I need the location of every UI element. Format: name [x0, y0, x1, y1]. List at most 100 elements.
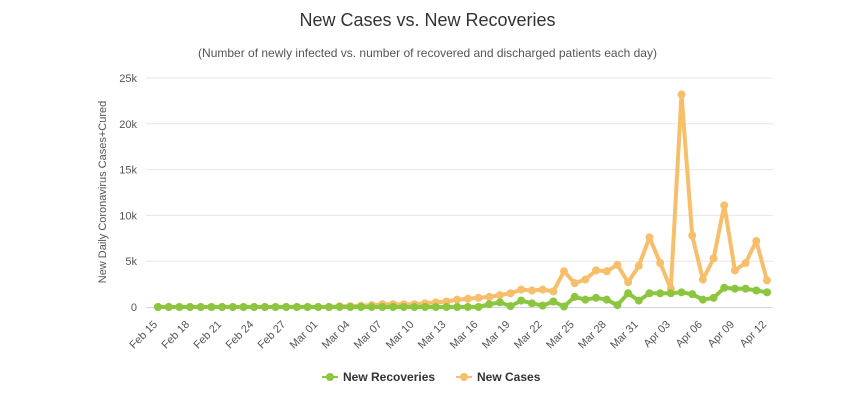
x-tick-label: Mar 04: [320, 319, 353, 352]
data-point-new-recoveries[interactable]: [303, 303, 312, 311]
data-point-new-cases[interactable]: [506, 289, 515, 298]
data-point-new-recoveries[interactable]: [175, 303, 184, 311]
series-layer: [154, 90, 771, 311]
data-point-new-cases[interactable]: [485, 292, 494, 301]
data-point-new-recoveries[interactable]: [357, 303, 365, 311]
data-point-new-cases[interactable]: [624, 278, 633, 287]
data-point-new-recoveries[interactable]: [367, 303, 376, 311]
data-point-new-cases[interactable]: [495, 291, 504, 300]
data-point-new-recoveries[interactable]: [250, 303, 259, 311]
data-point-new-recoveries[interactable]: [378, 303, 387, 311]
data-point-new-recoveries[interactable]: [720, 283, 729, 292]
data-point-new-recoveries[interactable]: [292, 303, 301, 311]
data-point-new-recoveries[interactable]: [207, 303, 216, 311]
data-point-new-recoveries[interactable]: [335, 303, 344, 311]
data-point-new-recoveries[interactable]: [538, 301, 547, 310]
data-point-new-cases[interactable]: [549, 287, 558, 296]
legend-item-new-recoveries[interactable]: New Recoveries: [322, 370, 435, 384]
data-point-new-cases[interactable]: [688, 231, 697, 240]
data-point-new-recoveries[interactable]: [592, 293, 601, 302]
data-point-new-cases[interactable]: [645, 233, 654, 242]
data-point-new-recoveries[interactable]: [527, 299, 536, 308]
data-point-new-recoveries[interactable]: [164, 303, 173, 311]
data-point-new-recoveries[interactable]: [282, 303, 291, 311]
data-point-new-recoveries[interactable]: [218, 303, 227, 311]
data-point-new-recoveries[interactable]: [271, 303, 280, 311]
data-point-new-recoveries[interactable]: [763, 288, 771, 297]
data-point-new-recoveries[interactable]: [730, 284, 739, 293]
data-point-new-recoveries[interactable]: [495, 298, 504, 307]
data-point-new-cases[interactable]: [527, 286, 536, 295]
data-point-new-recoveries[interactable]: [186, 303, 195, 311]
data-point-new-recoveries[interactable]: [645, 289, 654, 298]
data-point-new-recoveries[interactable]: [410, 303, 419, 311]
data-point-new-recoveries[interactable]: [421, 303, 430, 311]
x-tick-label: Mar 10: [384, 319, 417, 352]
data-point-new-recoveries[interactable]: [442, 303, 451, 311]
data-point-new-recoveries[interactable]: [239, 303, 248, 311]
data-point-new-recoveries[interactable]: [698, 295, 707, 304]
data-point-new-recoveries[interactable]: [431, 303, 440, 311]
legend-item-new-cases[interactable]: New Cases: [456, 370, 541, 384]
x-tick-label: Mar 25: [544, 319, 577, 352]
data-point-new-recoveries[interactable]: [752, 286, 761, 295]
data-point-new-cases[interactable]: [453, 295, 462, 304]
data-point-new-cases[interactable]: [474, 293, 483, 302]
data-point-new-cases[interactable]: [581, 275, 590, 284]
data-point-new-recoveries[interactable]: [154, 303, 162, 311]
data-point-new-cases[interactable]: [560, 267, 568, 276]
legend-label-new-cases: New Cases: [477, 370, 541, 384]
data-point-new-recoveries[interactable]: [453, 303, 462, 311]
legend-marker-new-recoveries: [326, 373, 334, 381]
data-point-new-cases[interactable]: [634, 261, 643, 270]
data-point-new-cases[interactable]: [463, 294, 472, 303]
data-point-new-cases[interactable]: [442, 297, 451, 306]
data-point-new-recoveries[interactable]: [656, 289, 665, 298]
data-point-new-recoveries[interactable]: [688, 290, 697, 299]
data-point-new-cases[interactable]: [517, 285, 526, 294]
data-point-new-cases[interactable]: [538, 285, 547, 294]
data-point-new-cases[interactable]: [602, 267, 611, 276]
data-point-new-cases[interactable]: [570, 279, 579, 288]
data-point-new-cases[interactable]: [656, 259, 665, 268]
data-point-new-recoveries[interactable]: [677, 288, 686, 297]
data-point-new-recoveries[interactable]: [260, 303, 269, 311]
data-point-new-recoveries[interactable]: [560, 302, 568, 311]
x-tick-label: Feb 15: [127, 319, 160, 352]
data-point-new-recoveries[interactable]: [314, 303, 323, 311]
data-point-new-recoveries[interactable]: [485, 300, 494, 309]
data-point-new-recoveries[interactable]: [666, 289, 675, 298]
data-point-new-cases[interactable]: [698, 275, 707, 284]
x-tick-label: Mar 22: [512, 319, 545, 352]
data-point-new-recoveries[interactable]: [602, 295, 611, 304]
data-point-new-recoveries[interactable]: [399, 303, 408, 311]
data-point-new-cases[interactable]: [763, 276, 771, 285]
data-point-new-recoveries[interactable]: [196, 303, 205, 311]
data-point-new-recoveries[interactable]: [570, 292, 579, 301]
x-tick-label: Feb 24: [224, 319, 257, 352]
data-point-new-cases[interactable]: [613, 260, 622, 269]
data-point-new-cases[interactable]: [709, 254, 718, 263]
data-point-new-recoveries[interactable]: [324, 303, 333, 311]
data-point-new-recoveries[interactable]: [517, 296, 526, 305]
data-point-new-recoveries[interactable]: [474, 303, 483, 311]
data-point-new-recoveries[interactable]: [613, 301, 622, 310]
data-point-new-cases[interactable]: [730, 266, 739, 275]
data-point-new-recoveries[interactable]: [741, 284, 750, 293]
data-point-new-cases[interactable]: [752, 237, 761, 246]
chart-title: New Cases vs. New Recoveries: [299, 10, 556, 30]
data-point-new-recoveries[interactable]: [634, 296, 643, 305]
data-point-new-recoveries[interactable]: [549, 297, 558, 306]
data-point-new-cases[interactable]: [592, 266, 601, 275]
data-point-new-recoveries[interactable]: [463, 303, 472, 311]
data-point-new-recoveries[interactable]: [346, 303, 355, 311]
data-point-new-cases[interactable]: [741, 259, 750, 268]
data-point-new-recoveries[interactable]: [581, 295, 590, 304]
data-point-new-recoveries[interactable]: [624, 289, 633, 298]
data-point-new-recoveries[interactable]: [506, 302, 515, 311]
data-point-new-recoveries[interactable]: [709, 293, 718, 302]
data-point-new-recoveries[interactable]: [228, 303, 237, 311]
data-point-new-recoveries[interactable]: [389, 303, 398, 311]
data-point-new-cases[interactable]: [720, 201, 729, 210]
data-point-new-cases[interactable]: [677, 90, 686, 99]
